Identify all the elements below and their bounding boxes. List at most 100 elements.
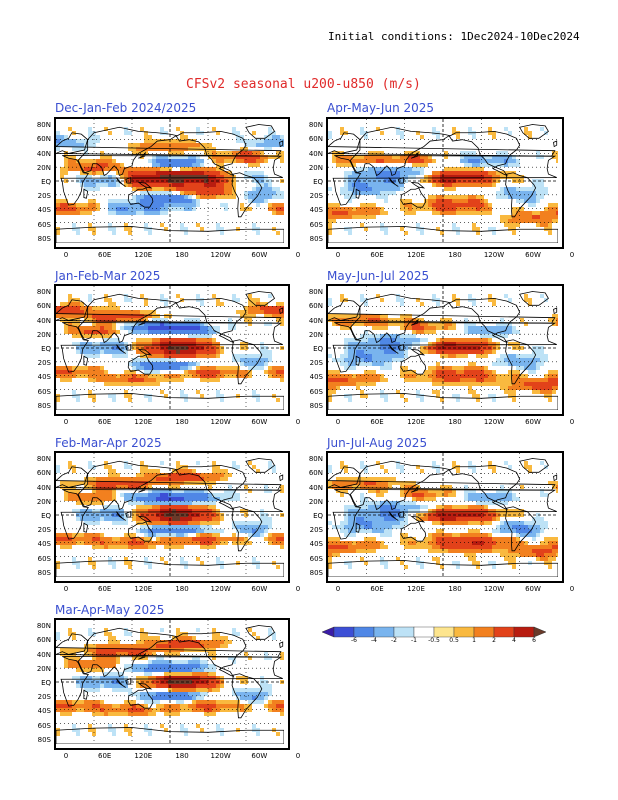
colorbar-swatch (373, 626, 395, 638)
colorbar-label: 2 (492, 637, 496, 644)
coastline (125, 176, 132, 184)
coastline (397, 176, 404, 184)
coastline (332, 322, 557, 373)
lon-tick-label: 0 (295, 251, 301, 259)
coastline (56, 393, 284, 410)
coastline (60, 155, 283, 206)
coastline (400, 521, 427, 542)
lon-tick-label: 180 (175, 585, 189, 593)
lon-tick-label: 60E (97, 251, 112, 259)
lat-tick-label: 80S (37, 234, 51, 243)
coastline (519, 458, 549, 473)
lat-tick-label: 60S (37, 387, 51, 396)
coastline (125, 510, 132, 518)
lon-tick-label: 180 (448, 251, 462, 259)
coastline (56, 466, 282, 491)
lat-tick-label: 40N (308, 316, 323, 325)
lat-tick-label: EQ (313, 512, 323, 520)
coastline (328, 393, 558, 410)
lon-tick-label: 60E (370, 251, 384, 259)
colorbar-swatch (353, 626, 375, 638)
lon-tick-label: 60E (97, 418, 112, 426)
coastline (400, 354, 427, 375)
lat-tick-label: 20N (36, 664, 51, 673)
lat-tick-label: 80S (309, 568, 323, 577)
colorbar-label: 1 (472, 637, 476, 644)
colorbar-label: 4 (512, 637, 516, 644)
coastline (397, 343, 404, 351)
coastline (505, 172, 537, 218)
lat-tick-label: EQ (41, 679, 51, 687)
lon-tick-label: 0 (295, 418, 301, 426)
lon-tick-label: 120W (210, 752, 231, 760)
lat-tick-label: 60N (36, 636, 51, 645)
lat-tick-label: 60N (308, 135, 323, 144)
coastline (332, 155, 557, 206)
lat-tick-label: 40S (37, 206, 51, 215)
lat-tick-label: EQ (313, 178, 323, 186)
colorbar-swatch (393, 626, 415, 638)
lon-tick-label: 180 (175, 251, 189, 259)
coastline (410, 181, 426, 189)
coastline (410, 485, 419, 493)
coastline (56, 299, 282, 324)
lon-tick-label: 0 (63, 585, 69, 593)
coastline (328, 226, 558, 243)
lon-tick-label: 120W (483, 251, 505, 259)
coastline (279, 474, 284, 482)
lat-tick-label: 60N (36, 135, 51, 144)
coastline (410, 515, 426, 523)
lat-tick-label: 40N (36, 650, 51, 659)
coastline (505, 339, 537, 385)
lon-tick-label: 120W (210, 251, 231, 259)
coastline (400, 187, 427, 208)
colorbar-swatch (473, 626, 495, 638)
coastline (56, 633, 282, 658)
coastline (245, 124, 276, 139)
coastline (553, 307, 558, 315)
colorbar-swatch (513, 626, 535, 638)
coastline (279, 641, 284, 649)
coastline (553, 474, 558, 482)
lat-tick-label: 80N (308, 121, 323, 130)
lon-tick-label: 120E (134, 418, 153, 426)
coastline (127, 187, 154, 208)
lon-tick-label: 0 (63, 418, 69, 426)
coastline (328, 132, 556, 157)
lon-tick-label: 0 (295, 752, 301, 760)
coastline (137, 682, 153, 690)
map-panel-jfm (54, 284, 290, 416)
lat-tick-label: 20S (37, 192, 51, 201)
lon-tick-label: 120W (483, 418, 505, 426)
lat-tick-label: 80S (37, 568, 51, 577)
coastline (279, 140, 284, 148)
coastline (60, 322, 283, 373)
panel-title-jfm: Jan-Feb-Mar 2025 (55, 269, 161, 283)
coastline (83, 689, 89, 700)
coastline (279, 307, 284, 315)
colorbar-arrow-high (533, 626, 547, 638)
lon-tick-label: 60E (370, 585, 384, 593)
lat-tick-label: 20S (37, 359, 51, 368)
map-panel-jja (326, 451, 564, 583)
coastline (138, 151, 146, 159)
colorbar-swatch (453, 626, 475, 638)
coastline (505, 506, 537, 552)
lat-tick-label: 20S (309, 192, 323, 201)
lon-tick-label: 120E (407, 251, 425, 259)
coastline (245, 291, 276, 306)
lat-tick-label: 80N (308, 288, 323, 297)
lat-tick-label: 20S (37, 526, 51, 535)
lat-tick-label: 80S (309, 401, 323, 410)
panel-title-fma: Feb-Mar-Apr 2025 (55, 436, 162, 450)
lat-tick-label: 40N (36, 149, 51, 158)
lon-tick-label: 180 (175, 418, 189, 426)
coastline (328, 299, 556, 324)
coastline (519, 291, 549, 306)
coastline (83, 355, 89, 366)
lat-tick-label: EQ (41, 345, 51, 353)
lat-tick-label: 20N (308, 497, 323, 506)
coastline (519, 124, 549, 139)
lon-tick-label: 0 (335, 585, 341, 593)
panel-title-amj: Apr-May-Jun 2025 (327, 101, 435, 115)
